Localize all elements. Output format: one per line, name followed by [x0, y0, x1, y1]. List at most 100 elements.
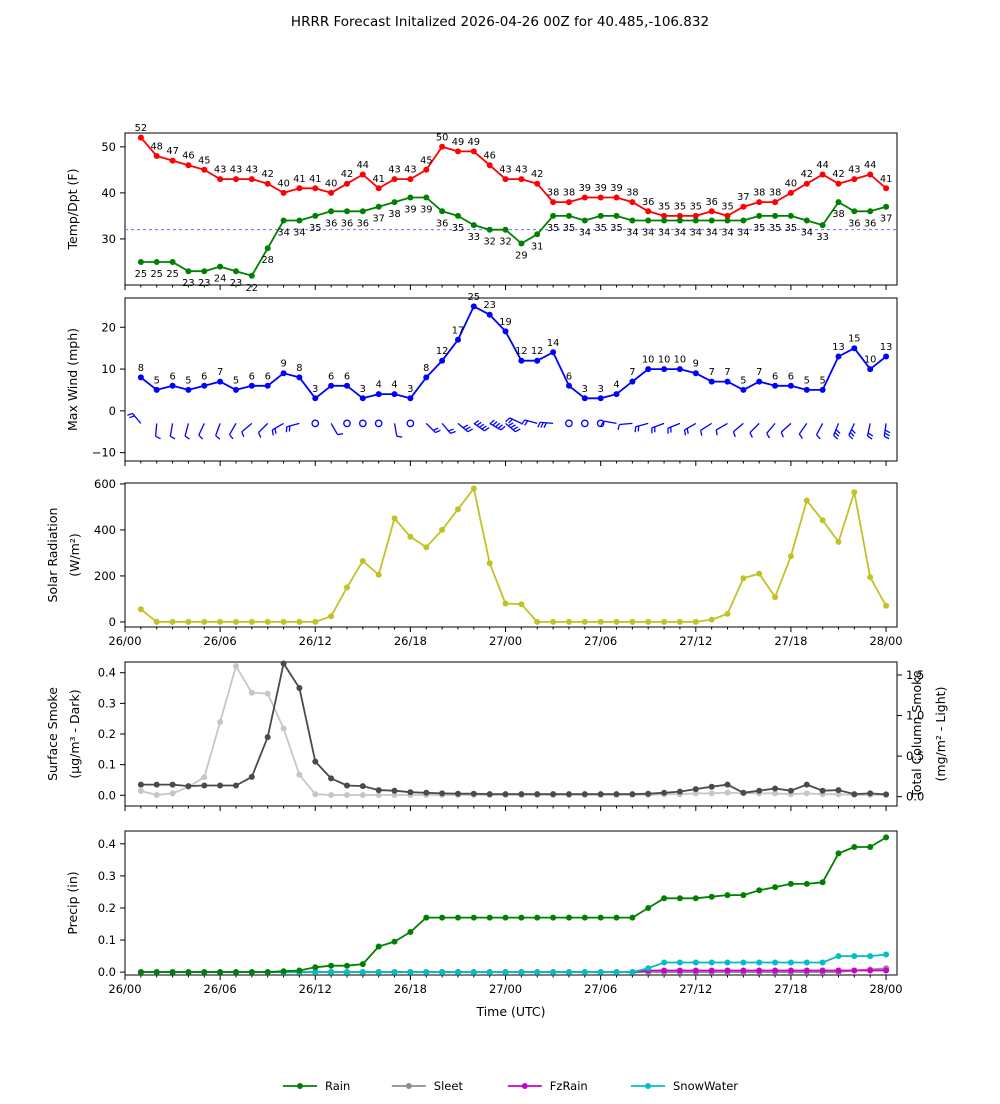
- wind-barb-staff: [156, 423, 157, 436]
- data-point: [645, 619, 651, 625]
- data-point-label: 35: [721, 201, 733, 212]
- data-point-label: 34: [737, 228, 749, 239]
- data-point: [725, 790, 731, 796]
- wind-barb-tick: [868, 436, 873, 439]
- wind-barb-tick: [685, 430, 686, 435]
- data-point: [772, 199, 778, 205]
- data-point: [312, 759, 318, 765]
- data-point: [487, 969, 493, 975]
- data-point-label: 10: [864, 355, 876, 366]
- data-point-label: 34: [277, 228, 289, 239]
- data-point-label: 45: [198, 155, 210, 166]
- data-point: [185, 268, 191, 274]
- data-point-label: 42: [832, 169, 844, 180]
- data-point: [233, 783, 239, 789]
- data-point: [867, 574, 873, 580]
- data-point-label: 36: [436, 218, 448, 229]
- data-point: [455, 915, 461, 921]
- y-axis-label: Precip (in): [65, 871, 80, 934]
- y-tick-label: 10: [101, 362, 116, 376]
- wind-barb-tick: [836, 430, 840, 434]
- data-point: [804, 498, 810, 504]
- data-point: [296, 968, 302, 974]
- data-point: [867, 172, 873, 178]
- data-point-label: 22: [246, 283, 258, 294]
- data-point: [629, 915, 635, 921]
- data-point-label: 25: [150, 269, 162, 280]
- data-point-label: 14: [547, 338, 559, 349]
- y-tick-label: 40: [101, 186, 116, 200]
- data-point: [471, 486, 477, 492]
- data-point: [170, 158, 176, 164]
- data-point: [471, 915, 477, 921]
- data-point-label: 36: [341, 218, 353, 229]
- data-point-label: 17: [452, 325, 464, 336]
- data-point: [217, 264, 223, 270]
- data-point-label: 28: [261, 255, 273, 266]
- data-point: [471, 222, 477, 228]
- data-point: [566, 619, 572, 625]
- y-tick-label: 30: [101, 232, 116, 246]
- data-point: [804, 881, 810, 887]
- data-point: [836, 953, 842, 959]
- data-point: [598, 619, 604, 625]
- data-point: [725, 892, 731, 898]
- wind-barb-tick: [170, 436, 175, 439]
- data-point: [518, 358, 524, 364]
- data-point: [804, 960, 810, 966]
- data-point: [423, 374, 429, 380]
- x-tick-label: 27/00: [489, 634, 522, 648]
- y-tick-label: 0.2: [98, 901, 116, 915]
- data-point: [550, 199, 556, 205]
- data-point-label: 35: [547, 223, 559, 234]
- data-point: [550, 349, 556, 355]
- data-point: [312, 619, 318, 625]
- data-point: [725, 968, 731, 974]
- wind-barb-tick: [885, 430, 890, 433]
- data-point: [503, 791, 509, 797]
- data-point: [740, 575, 746, 581]
- data-point: [233, 969, 239, 975]
- data-point-label: 4: [376, 380, 382, 391]
- data-point: [376, 185, 382, 191]
- data-point: [883, 952, 889, 958]
- data-point: [376, 391, 382, 397]
- data-point: [851, 844, 857, 850]
- data-point-label: 34: [293, 228, 305, 239]
- data-point: [550, 969, 556, 975]
- data-point: [677, 218, 683, 224]
- wind-barb-tick: [474, 421, 479, 424]
- calm-wind-circle: [344, 420, 350, 426]
- data-point-label: 35: [769, 223, 781, 234]
- data-point: [439, 915, 445, 921]
- data-point: [265, 383, 271, 389]
- data-point: [503, 227, 509, 233]
- data-point-label: 23: [198, 278, 210, 289]
- right-y-axis-label: Total Column Smoke: [909, 670, 924, 799]
- data-point: [154, 792, 160, 798]
- data-point: [249, 619, 255, 625]
- data-point: [344, 208, 350, 214]
- wind-barb-tick: [242, 432, 244, 437]
- wind-barb-staff: [216, 423, 220, 435]
- x-tick-label: 26/18: [394, 982, 427, 996]
- data-point-label: 42: [801, 169, 813, 180]
- data-point-label: 3: [360, 384, 366, 395]
- legend-item-snowwater: SnowWater: [631, 1079, 738, 1093]
- data-point: [709, 379, 715, 385]
- wind-barb-staff: [331, 423, 338, 434]
- wind-barb-tick: [781, 432, 783, 437]
- legend-item-sleet: Sleet: [392, 1079, 464, 1093]
- wind-barb-tick: [433, 428, 438, 430]
- legend-item-fzrain: FzRain: [508, 1079, 588, 1093]
- data-point-label: 34: [801, 228, 813, 239]
- legend-marker: [522, 1083, 528, 1089]
- data-point: [376, 969, 382, 975]
- data-point-label: 48: [150, 142, 162, 153]
- legend-marker: [297, 1083, 303, 1089]
- data-point: [487, 560, 493, 566]
- data-point-label: 52: [135, 123, 147, 134]
- data-point: [423, 915, 429, 921]
- data-point-label: 3: [312, 384, 318, 395]
